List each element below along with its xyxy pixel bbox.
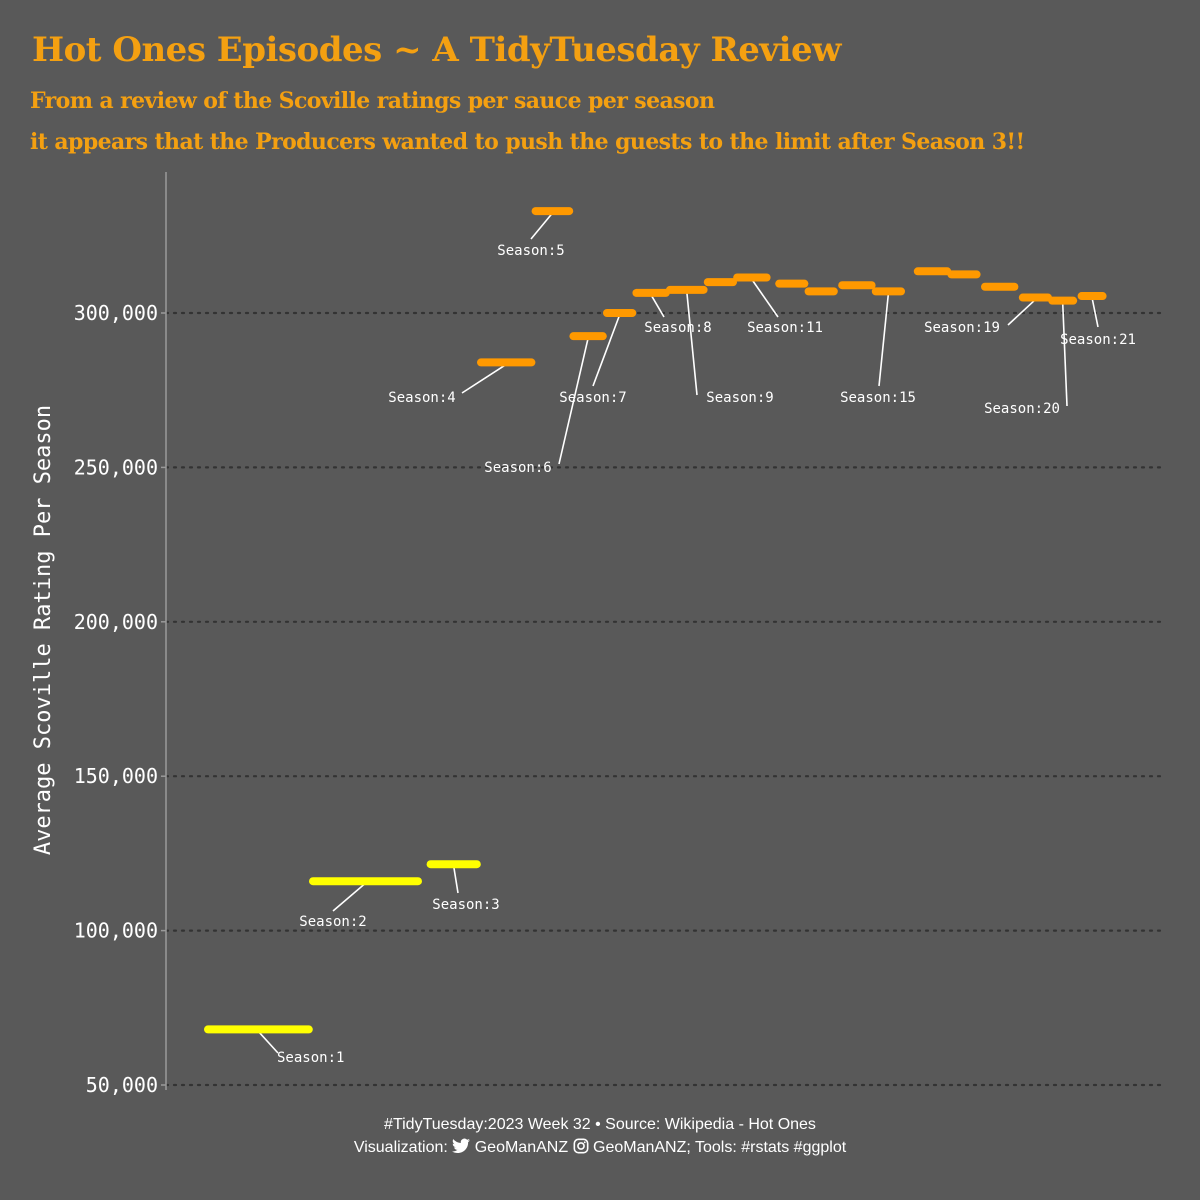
caption-source: #TidyTuesday:2023 Week 32 • Source: Wiki… [384, 1116, 816, 1133]
label-leader-season-6 [558, 337, 589, 465]
y-tick-label: 300,000 [74, 301, 158, 325]
y-tick-label: 200,000 [74, 610, 158, 634]
season-segments [204, 207, 1107, 1034]
y-axis-title: Average Scoville Rating Per Season [31, 405, 56, 855]
season-label-20: Season:20 [984, 401, 1060, 417]
label-leader-season-9 [686, 291, 698, 396]
label-leader-season-20 [1061, 302, 1068, 407]
label-leader-season-19 [1007, 298, 1036, 326]
label-leader-season-15 [878, 293, 890, 387]
season-label-9: Season:9 [706, 390, 773, 406]
season-label-6: Season:6 [484, 460, 551, 476]
season-label-8: Season:8 [644, 320, 711, 336]
chart-subtitle-line-1: From a review of the Scoville ratings pe… [30, 88, 715, 114]
label-leader-season-7 [592, 314, 621, 387]
label-leader-season-1 [257, 1030, 279, 1054]
gridlines [164, 311, 1167, 1087]
y-tick-label: 150,000 [74, 764, 158, 788]
label-leaders [257, 212, 1099, 1054]
season-label-15: Season:15 [840, 390, 916, 406]
caption-viz-prefix: Visualization: [353, 1139, 448, 1156]
chart-subtitle-line-2: it appears that the Producers wanted to … [30, 129, 1025, 155]
label-leader-season-5 [530, 212, 554, 240]
label-leader-season-8 [650, 294, 665, 318]
season-label-7: Season:7 [559, 390, 626, 406]
y-axis-ticks: 50,000 100,000 150,000 200,000 250,000 300,00… [74, 301, 166, 1097]
label-leader-season-2 [332, 882, 367, 912]
chart-title: Hot Ones Episodes ~ A TidyTuesday Review [32, 30, 841, 70]
season-label-5: Season:5 [497, 243, 564, 259]
season-label-3: Season:3 [432, 897, 499, 913]
caption-twitter-handle: GeoManANZ [474, 1139, 569, 1156]
season-label-2: Season:2 [299, 914, 366, 930]
y-tick-label: 100,000 [74, 919, 158, 943]
label-leader-season-3 [452, 866, 459, 894]
label-leader-season-11 [751, 279, 779, 318]
label-leader-season-4 [461, 363, 507, 394]
season-label-21: Season:21 [1060, 332, 1136, 348]
twitter-bird-icon [452, 1138, 471, 1154]
season-label-19: Season:19 [924, 320, 1000, 336]
label-leader-season-21 [1091, 297, 1099, 328]
y-tick-label: 250,000 [74, 455, 158, 479]
season-label-4: Season:4 [388, 390, 455, 406]
caption-instagram-tail: GeoManANZ; Tools: #rstats #ggplot [593, 1139, 847, 1156]
y-tick-label: 50,000 [86, 1073, 158, 1097]
season-label-11: Season:11 [747, 320, 823, 336]
instagram-icon [573, 1138, 589, 1154]
season-labels: Season:1 Season:2 Season:3 Season:4 Season:5… [277, 243, 1136, 1066]
caption-credits: Visualization: GeoManANZ GeoManANZ; Tool… [0, 1138, 1200, 1157]
season-label-1: Season:1 [277, 1050, 344, 1066]
